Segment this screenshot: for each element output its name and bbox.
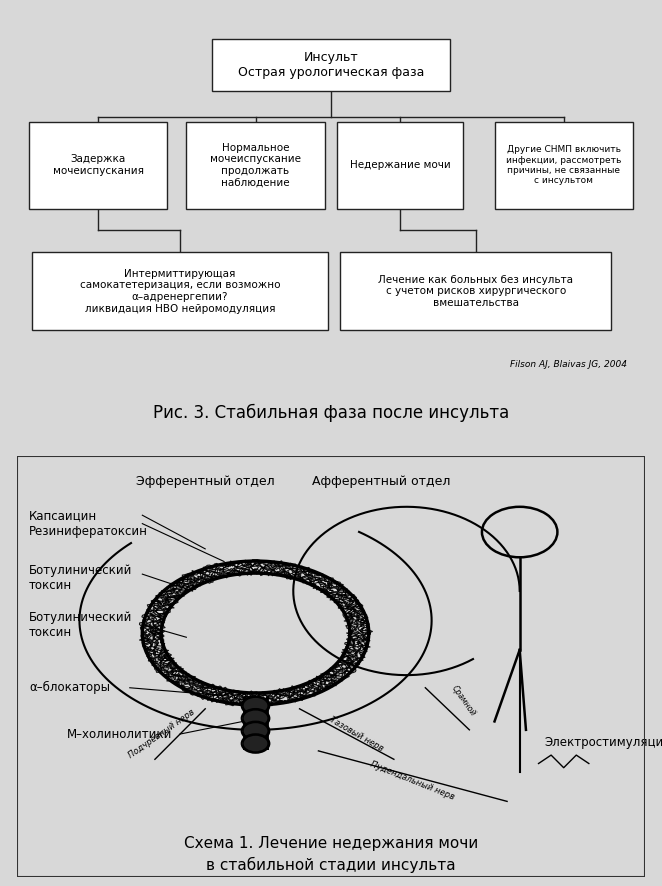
Text: Инсульт
Острая урологическая фаза: Инсульт Острая урологическая фаза [238,51,424,80]
FancyBboxPatch shape [187,122,324,209]
Circle shape [243,710,268,727]
Text: Лечение как больных без инсульта
с учетом рисков хирургического
вмешательства: Лечение как больных без инсульта с учето… [378,275,573,307]
Text: Пудендальный нерв: Пудендальный нерв [369,759,456,801]
Text: Тазовый нерв: Тазовый нерв [328,715,385,753]
Text: Эфферентный отдел: Эфферентный отдел [136,475,275,488]
Circle shape [243,697,268,714]
Text: в стабильной стадии инсульта: в стабильной стадии инсульта [206,857,456,873]
FancyBboxPatch shape [29,122,167,209]
Text: Интермиттирующая
самокатетеризация, если возможно
α–адренергепии?
ликвидация НВО: Интермиттирующая самокатетеризация, если… [80,268,280,314]
Text: Рис. 3. Стабильная фаза после инсульта: Рис. 3. Стабильная фаза после инсульта [153,404,509,422]
Text: Подчревный нерв: Подчревный нерв [126,708,196,760]
Text: Ботулинический
токсин: Ботулинический токсин [29,564,132,593]
Text: Афферентный отдел: Афферентный отдел [312,475,451,488]
Text: Filson AJ, Blaivas JG, 2004: Filson AJ, Blaivas JG, 2004 [510,361,626,369]
FancyBboxPatch shape [495,122,633,209]
Circle shape [243,735,268,752]
Text: Задержка
мочеиспускания: Задержка мочеиспускания [53,154,144,176]
Text: Электростимуляция: Электростимуляция [545,736,662,749]
FancyBboxPatch shape [337,122,463,209]
FancyBboxPatch shape [212,39,450,91]
Text: Схема 1. Лечение недержания мочи: Схема 1. Лечение недержания мочи [184,836,478,851]
Text: Недержание мочи: Недержание мочи [350,160,451,170]
Text: Нормальное
мочеиспускание
продолжать
наблюдение: Нормальное мочеиспускание продолжать наб… [210,143,301,188]
Text: Ботулинический
токсин: Ботулинический токсин [29,610,132,639]
Text: М–холинолитики: М–холинолитики [67,727,172,741]
FancyBboxPatch shape [340,253,611,330]
Text: α–блокаторы: α–блокаторы [29,681,110,695]
Circle shape [243,722,268,739]
Text: Капсаицин
Резинифератоксин: Капсаицин Резинифератоксин [29,509,148,538]
FancyBboxPatch shape [32,253,328,330]
Text: Срамной: Срамной [449,683,477,718]
Text: Другие СНМП включить
инфекции, рассмотреть
причины, не связанные
с инсультом: Другие СНМП включить инфекции, рассмотре… [506,145,622,185]
